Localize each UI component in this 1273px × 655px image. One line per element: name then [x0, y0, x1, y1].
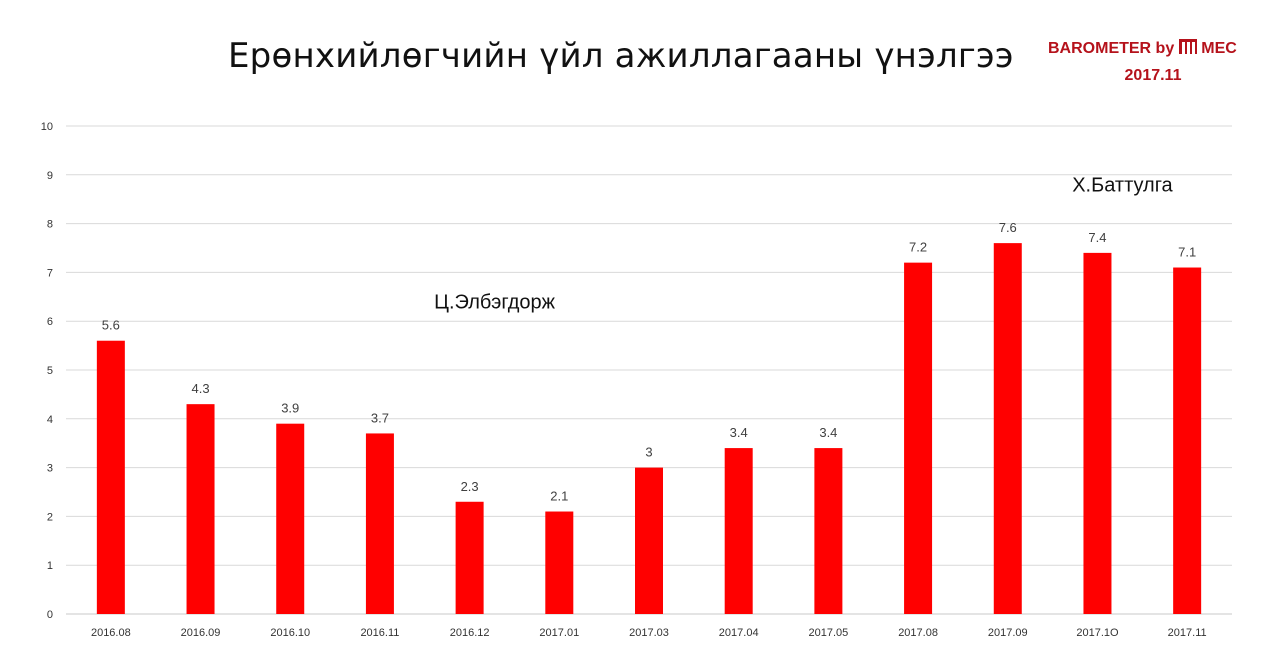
data-label: 3.9: [281, 401, 299, 416]
x-tick-label: 2017.09: [988, 627, 1028, 639]
data-label: 7.1: [1178, 245, 1196, 260]
bar: [814, 448, 843, 614]
y-tick-label: 9: [47, 170, 53, 182]
bar: [1083, 252, 1112, 614]
y-tick-label: 1: [47, 560, 53, 572]
data-label: 3.4: [819, 425, 837, 440]
bar: [276, 423, 305, 614]
x-tick-label: 2017.01: [539, 627, 579, 639]
y-tick-label: 3: [47, 463, 53, 475]
annotation-label: Х.Баттулга: [1072, 175, 1173, 197]
bar: [186, 404, 215, 614]
bar: [365, 433, 394, 614]
annotation-label: Ц.Элбэгдорж: [434, 292, 555, 314]
y-tick-label: 2: [47, 511, 53, 523]
data-label: 7.4: [1088, 230, 1106, 245]
page-title: Ерөнхийлөгчийн үйл ажиллагааны үнэлгээ: [228, 36, 1014, 76]
x-tick-label: 2016.11: [360, 627, 399, 639]
data-label: 4.3: [191, 381, 209, 396]
data-label: 3: [645, 445, 652, 460]
x-tick-label: 2017.08: [898, 627, 938, 639]
brand-date: 2017.11: [1124, 67, 1182, 84]
y-tick-label: 10: [41, 121, 53, 133]
x-axis-tick-labels: 2016.08 2016.09 2016.10 2016.11 2016.12 2017.…: [91, 627, 1207, 639]
bar: [96, 340, 125, 614]
mec-logo-icon: [1178, 36, 1198, 61]
y-tick-label: 7: [47, 267, 53, 279]
data-label: 7.6: [999, 220, 1017, 235]
data-label: 2.3: [461, 479, 479, 494]
data-label: 3.4: [730, 425, 748, 440]
y-tick-label: 0: [47, 609, 53, 621]
data-labels: 5.6 4.3 3.9 3.7 2.3 2.1 3 3.4 3.4 7.2 7.6 7.4 7.1: [102, 220, 1196, 503]
data-label: 5.6: [102, 318, 120, 333]
x-tick-label: 2016.12: [450, 627, 490, 639]
bar: [993, 243, 1022, 614]
y-tick-label: 8: [47, 219, 53, 231]
brand-right-text: MEC: [1201, 39, 1237, 57]
y-tick-label: 6: [47, 316, 53, 328]
bar: [1173, 267, 1202, 614]
x-tick-label: 2016.08: [91, 627, 131, 639]
data-label: 2.1: [550, 489, 568, 504]
brand-block: BAROMETER by MEC 2017.11: [1048, 36, 1248, 85]
y-axis-tick-labels: 0 1 2 3 4 5 6 7 8 9 10: [41, 121, 53, 621]
annotations: Ц.Элбэгдорж Х.Баттулга: [434, 175, 1173, 314]
bar: [635, 467, 663, 614]
brand-line: BAROMETER by MEC: [1048, 36, 1248, 61]
data-label: 3.7: [371, 410, 389, 425]
x-tick-label: 2017.03: [629, 627, 669, 639]
x-tick-label: 2016.09: [181, 627, 221, 639]
x-tick-label: 2017.1O: [1076, 627, 1119, 639]
bar: [724, 448, 753, 614]
bar: [455, 501, 484, 614]
bars: [96, 243, 1202, 614]
data-label: 7.2: [909, 240, 927, 255]
x-tick-label: 2017.04: [719, 627, 759, 639]
x-tick-label: 2016.10: [270, 627, 310, 639]
brand-left-text: BAROMETER by: [1048, 39, 1175, 57]
x-tick-label: 2017.11: [1168, 627, 1207, 639]
y-tick-label: 4: [47, 414, 53, 426]
x-tick-label: 2017.05: [809, 627, 849, 639]
bar: [904, 262, 933, 614]
y-tick-label: 5: [47, 365, 53, 377]
bar: [545, 511, 574, 614]
